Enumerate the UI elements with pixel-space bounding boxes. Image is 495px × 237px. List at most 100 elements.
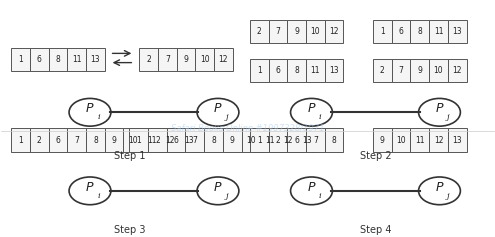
FancyBboxPatch shape: [373, 20, 392, 43]
FancyBboxPatch shape: [204, 128, 223, 152]
Text: 8: 8: [332, 136, 337, 145]
Text: 13: 13: [302, 136, 312, 145]
Text: 2: 2: [380, 66, 385, 75]
FancyBboxPatch shape: [306, 59, 325, 82]
FancyBboxPatch shape: [306, 20, 325, 43]
Text: 1: 1: [136, 136, 141, 145]
Text: 2: 2: [276, 136, 280, 145]
Text: 6: 6: [55, 136, 60, 145]
FancyBboxPatch shape: [288, 20, 306, 43]
Text: 2: 2: [155, 136, 160, 145]
FancyBboxPatch shape: [392, 59, 410, 82]
Text: 13: 13: [329, 66, 339, 75]
Text: 7: 7: [193, 136, 198, 145]
FancyBboxPatch shape: [306, 128, 325, 152]
FancyBboxPatch shape: [186, 128, 204, 152]
Ellipse shape: [69, 98, 111, 126]
FancyBboxPatch shape: [11, 128, 30, 152]
Text: 12: 12: [165, 136, 175, 145]
Text: 6: 6: [174, 136, 179, 145]
FancyBboxPatch shape: [148, 128, 167, 152]
FancyBboxPatch shape: [250, 20, 269, 43]
FancyBboxPatch shape: [325, 20, 344, 43]
FancyBboxPatch shape: [129, 128, 148, 152]
FancyBboxPatch shape: [158, 48, 177, 71]
Text: Step 2: Step 2: [360, 151, 391, 161]
FancyBboxPatch shape: [30, 128, 49, 152]
Text: 2: 2: [257, 27, 262, 36]
Text: 8: 8: [417, 27, 422, 36]
FancyBboxPatch shape: [142, 128, 161, 152]
FancyBboxPatch shape: [373, 59, 392, 82]
Text: j: j: [447, 192, 449, 200]
FancyBboxPatch shape: [429, 128, 448, 152]
FancyBboxPatch shape: [86, 128, 105, 152]
FancyBboxPatch shape: [250, 128, 269, 152]
FancyBboxPatch shape: [392, 20, 410, 43]
Text: 8: 8: [55, 55, 60, 64]
FancyBboxPatch shape: [269, 128, 288, 152]
Text: 7: 7: [313, 136, 318, 145]
Ellipse shape: [291, 177, 333, 205]
Text: 6: 6: [295, 136, 299, 145]
Text: 2: 2: [146, 55, 151, 64]
Text: i: i: [319, 113, 322, 121]
Text: 8: 8: [295, 66, 299, 75]
Text: $P$: $P$: [213, 181, 223, 194]
Ellipse shape: [197, 98, 239, 126]
Text: 1: 1: [18, 55, 23, 64]
Text: 9: 9: [230, 136, 235, 145]
Text: i: i: [319, 192, 322, 200]
Text: i: i: [98, 113, 100, 121]
FancyBboxPatch shape: [49, 128, 67, 152]
Text: $P$: $P$: [307, 102, 316, 115]
Text: 10: 10: [311, 27, 320, 36]
Text: $P$: $P$: [307, 181, 316, 194]
FancyBboxPatch shape: [288, 128, 306, 152]
Text: $P$: $P$: [213, 102, 223, 115]
FancyBboxPatch shape: [325, 59, 344, 82]
Text: 11: 11: [72, 55, 82, 64]
Text: 12: 12: [452, 66, 462, 75]
Text: 7: 7: [165, 55, 170, 64]
Text: 12: 12: [284, 136, 293, 145]
Ellipse shape: [419, 98, 460, 126]
Text: $P$: $P$: [85, 102, 95, 115]
Text: 11: 11: [311, 66, 320, 75]
FancyBboxPatch shape: [429, 59, 448, 82]
Text: 9: 9: [184, 55, 189, 64]
FancyBboxPatch shape: [410, 128, 429, 152]
FancyBboxPatch shape: [429, 20, 448, 43]
FancyBboxPatch shape: [139, 48, 158, 71]
FancyBboxPatch shape: [297, 128, 316, 152]
FancyBboxPatch shape: [214, 48, 233, 71]
Text: 2: 2: [37, 136, 42, 145]
FancyBboxPatch shape: [86, 48, 105, 71]
Text: 11: 11: [265, 136, 274, 145]
Text: 1: 1: [380, 27, 385, 36]
FancyBboxPatch shape: [196, 48, 214, 71]
Text: Step 1: Step 1: [114, 151, 145, 161]
Text: 10: 10: [246, 136, 256, 145]
Text: Step 4: Step 4: [360, 225, 391, 235]
Text: j: j: [226, 192, 228, 200]
FancyBboxPatch shape: [392, 128, 410, 152]
FancyBboxPatch shape: [410, 59, 429, 82]
Text: 10: 10: [434, 66, 444, 75]
FancyBboxPatch shape: [373, 128, 392, 152]
Text: 9: 9: [295, 27, 299, 36]
Text: 6: 6: [398, 27, 403, 36]
FancyBboxPatch shape: [325, 128, 344, 152]
FancyBboxPatch shape: [279, 128, 297, 152]
FancyBboxPatch shape: [67, 128, 86, 152]
Text: Safari Books Online #1997328/1971: Safari Books Online #1997328/1971: [171, 124, 324, 133]
FancyBboxPatch shape: [269, 20, 288, 43]
Text: 10: 10: [396, 136, 406, 145]
Text: 7: 7: [398, 66, 403, 75]
Text: 6: 6: [37, 55, 42, 64]
Ellipse shape: [197, 177, 239, 205]
Text: $P$: $P$: [435, 181, 444, 194]
Text: 7: 7: [276, 27, 281, 36]
Text: j: j: [447, 113, 449, 121]
Text: 9: 9: [380, 136, 385, 145]
